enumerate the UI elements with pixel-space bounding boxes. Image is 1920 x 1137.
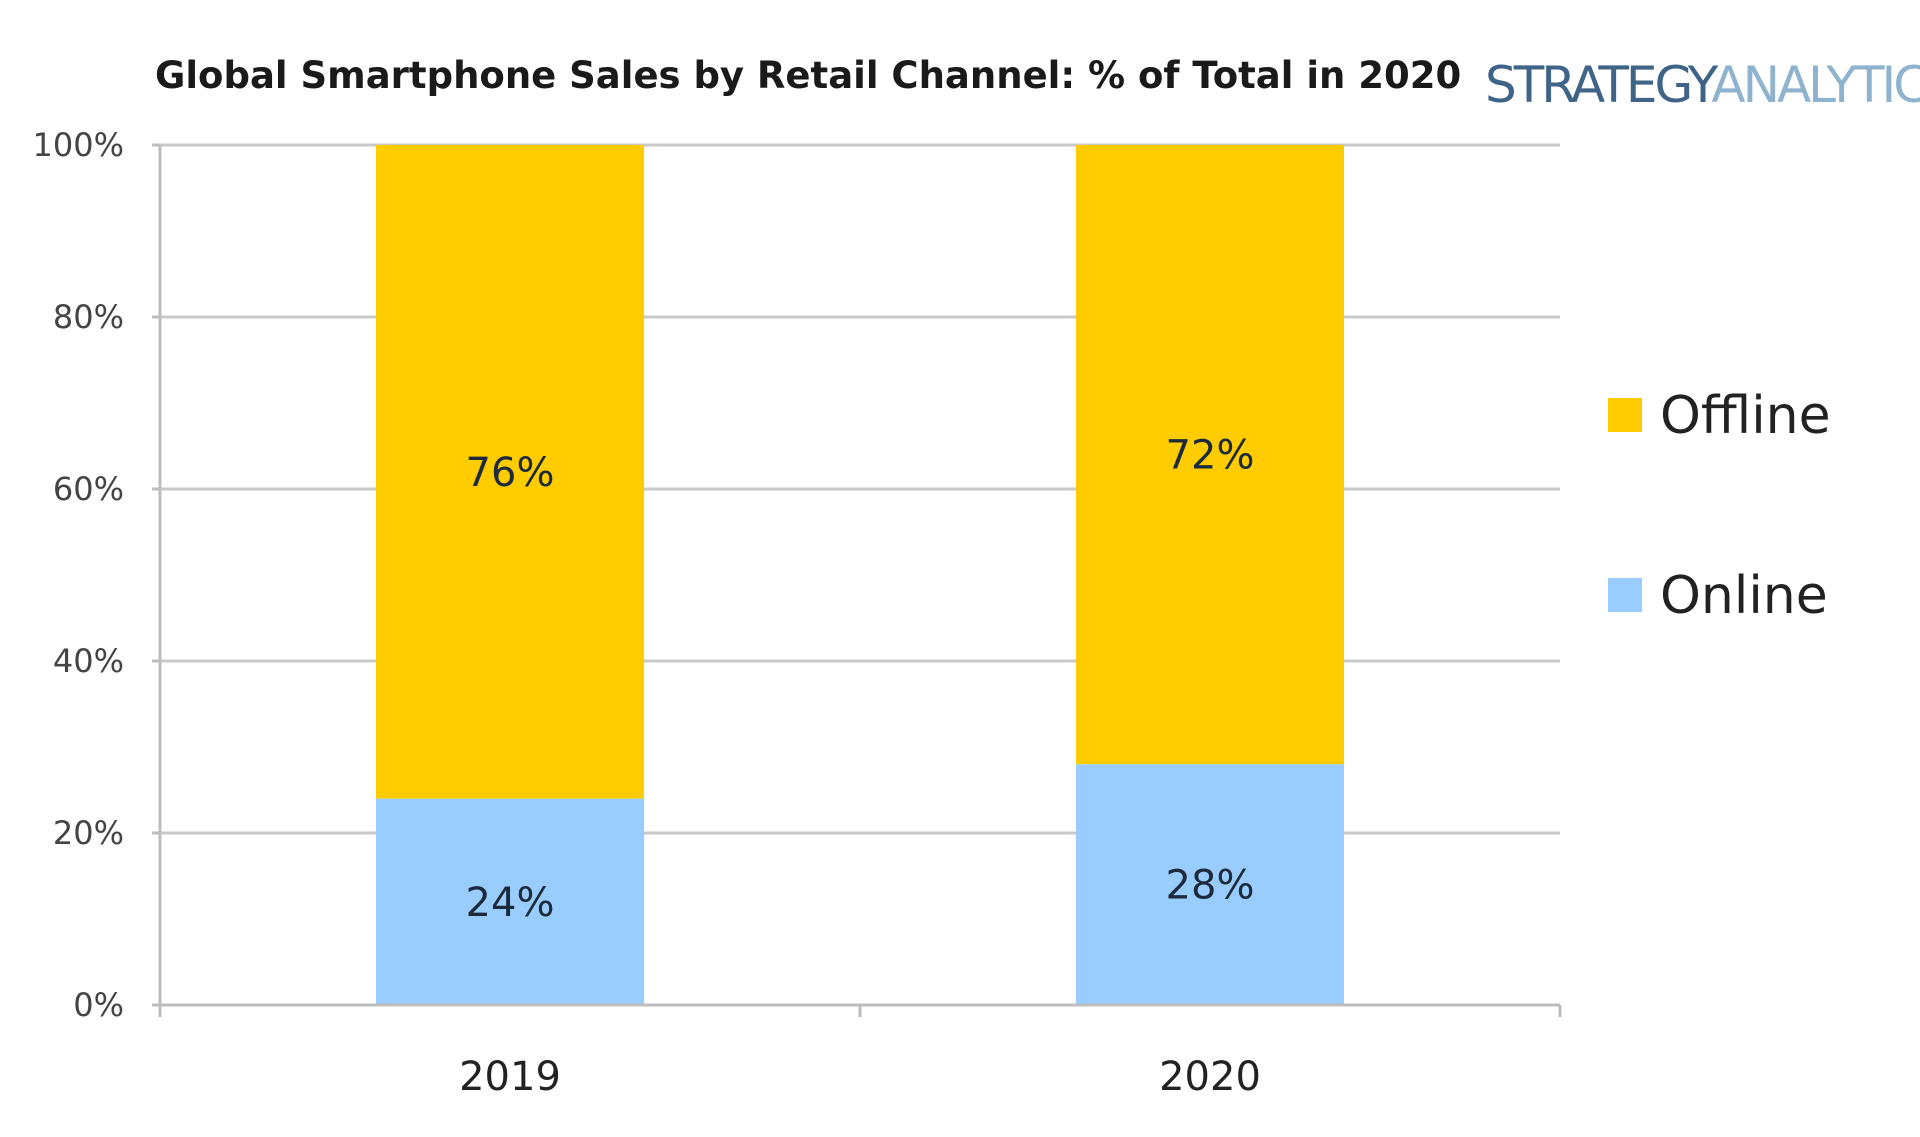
x-tick-label: 2019 [459, 1054, 561, 1100]
gridlines [160, 143, 1560, 835]
y-tick-label: 100% [33, 126, 124, 164]
data-labels: 24% 76% 28% 72% [466, 433, 1255, 926]
data-label-online-2019: 24% [466, 880, 555, 926]
strategy-analytics-logo: STRATEGYANALYTICS [1485, 56, 1920, 114]
legend-label-online: Online [1660, 566, 1828, 626]
data-label-online-2020: 28% [1166, 863, 1255, 909]
axes: 0% 20% 40% 60% 80% 100% 2019 2020 [33, 126, 1562, 1100]
y-tick-label: 20% [53, 814, 124, 852]
bar-segment-online-2020 [1076, 764, 1344, 1005]
legend-swatch-offline [1608, 398, 1642, 432]
bar-segment-online-2019 [376, 798, 644, 1005]
bar-segment-offline-2019 [376, 145, 644, 799]
data-label-offline-2020: 72% [1166, 433, 1255, 479]
x-tick-label: 2020 [1159, 1054, 1261, 1100]
y-tick-label: 40% [53, 642, 124, 680]
logo-text-part1: STRATEGY [1485, 56, 1719, 114]
y-tick-label: 0% [73, 986, 124, 1024]
legend-label-offline: Offline [1660, 386, 1831, 446]
y-tick-label: 60% [53, 470, 124, 508]
logo-text: STRATEGYANALYTICS [1485, 56, 1920, 114]
bar-segment-offline-2020 [1076, 145, 1344, 765]
legend: Offline Online [1608, 386, 1831, 626]
y-tick-label: 80% [53, 298, 124, 336]
data-label-offline-2019: 76% [466, 450, 555, 496]
legend-swatch-online [1608, 578, 1642, 612]
bars [376, 145, 1344, 1005]
chart-title: Global Smartphone Sales by Retail Channe… [155, 54, 1461, 97]
logo-text-part2: ANALYTICS [1711, 56, 1920, 114]
